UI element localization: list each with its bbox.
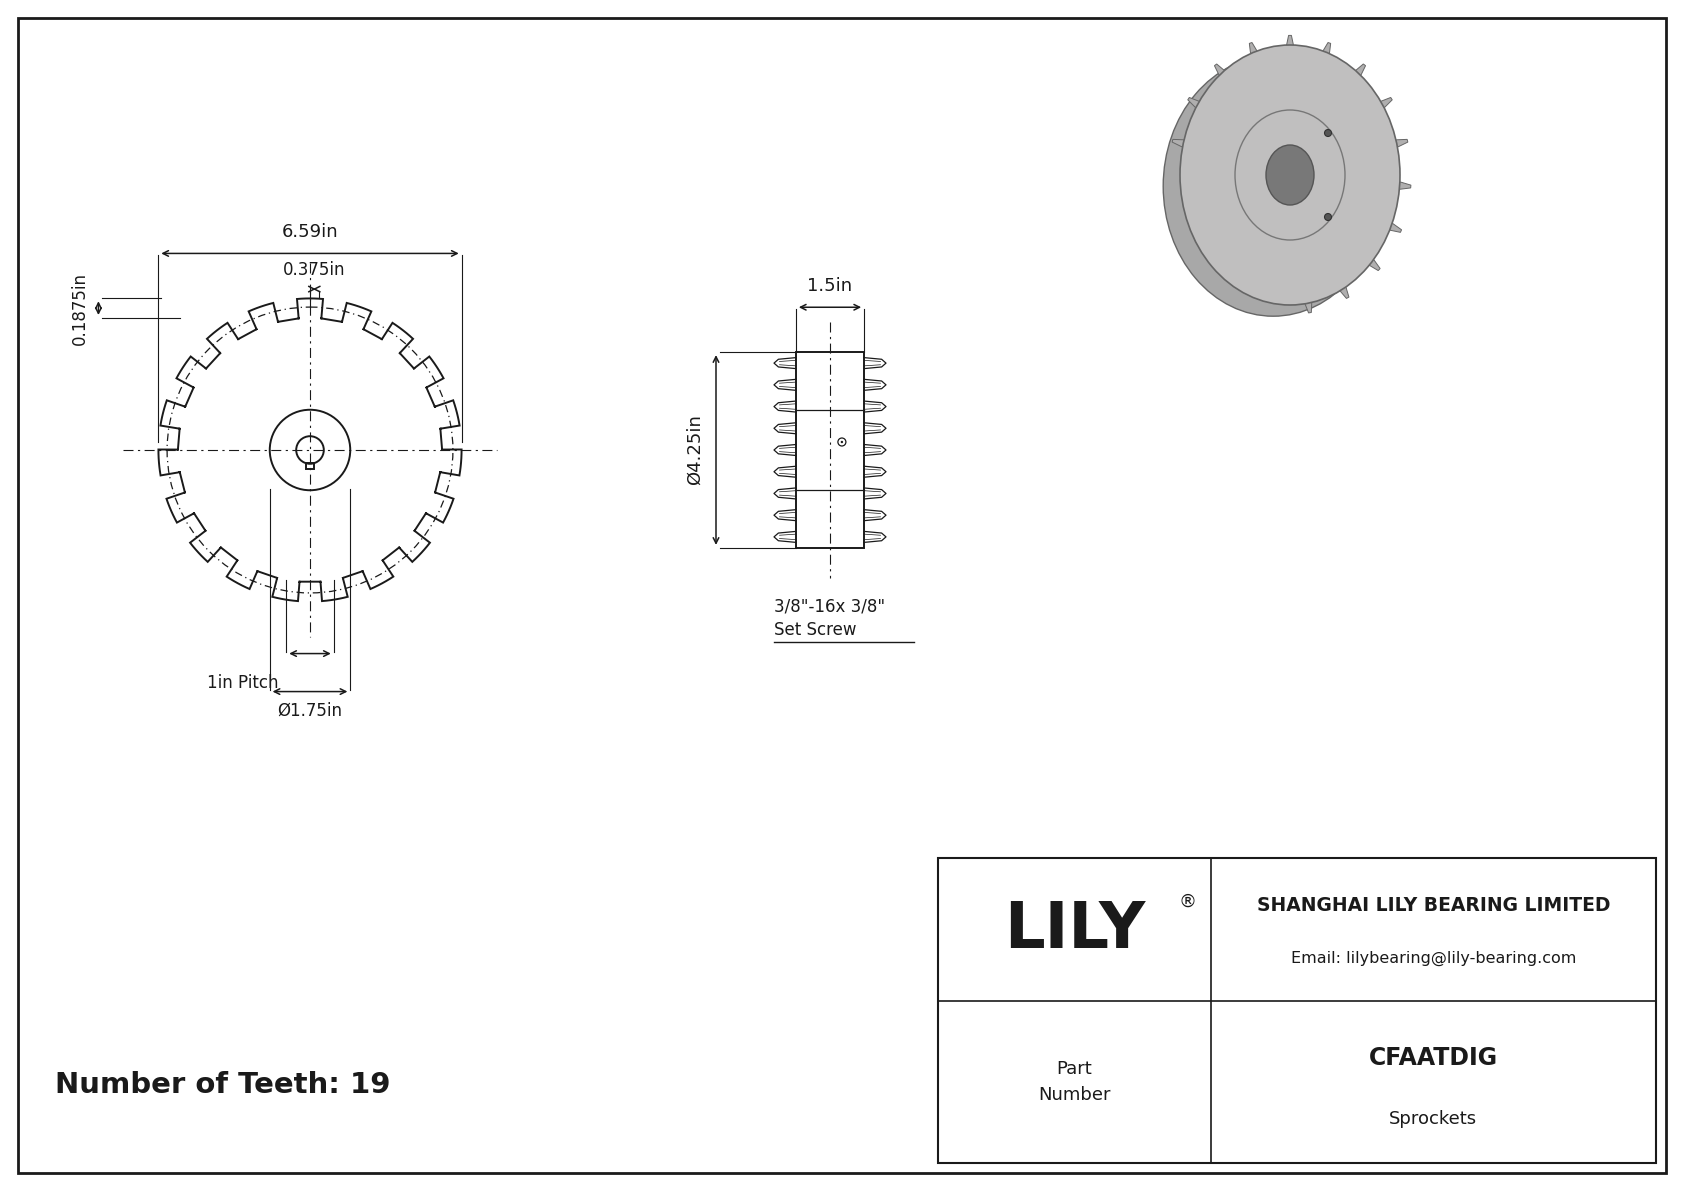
Polygon shape xyxy=(1287,36,1295,56)
Ellipse shape xyxy=(1234,110,1346,241)
Text: Ø1.75in: Ø1.75in xyxy=(278,701,342,719)
Circle shape xyxy=(1325,130,1332,137)
Polygon shape xyxy=(1388,139,1408,150)
Text: Part
Number: Part Number xyxy=(1037,1060,1111,1104)
Text: Email: lilybearing@lily-bearing.com: Email: lilybearing@lily-bearing.com xyxy=(1290,950,1576,966)
Ellipse shape xyxy=(1266,145,1314,205)
Bar xyxy=(306,463,313,469)
Text: Ø4.25in: Ø4.25in xyxy=(685,414,704,486)
Polygon shape xyxy=(1381,219,1401,232)
Text: LILY: LILY xyxy=(1004,899,1145,961)
Ellipse shape xyxy=(1164,56,1383,316)
Text: ®: ® xyxy=(1179,893,1196,911)
Polygon shape xyxy=(1362,252,1381,270)
Text: 0.1875in: 0.1875in xyxy=(71,272,89,344)
Text: 6.59in: 6.59in xyxy=(281,224,338,242)
Bar xyxy=(938,858,1655,1162)
Text: 0.375in: 0.375in xyxy=(283,261,345,279)
Text: 1.5in: 1.5in xyxy=(807,278,852,295)
Circle shape xyxy=(1325,213,1332,220)
Text: Number of Teeth: 19: Number of Teeth: 19 xyxy=(56,1071,391,1099)
Polygon shape xyxy=(1349,64,1366,83)
Text: 1in Pitch: 1in Pitch xyxy=(207,674,278,692)
Circle shape xyxy=(840,441,844,443)
Polygon shape xyxy=(1319,43,1330,63)
Text: Sprockets: Sprockets xyxy=(1389,1110,1477,1128)
Polygon shape xyxy=(1172,139,1192,150)
Ellipse shape xyxy=(1180,45,1399,305)
Polygon shape xyxy=(1302,292,1312,313)
Polygon shape xyxy=(1250,43,1261,63)
Polygon shape xyxy=(1391,181,1411,189)
Polygon shape xyxy=(1334,279,1349,299)
Text: CFAATDIG: CFAATDIG xyxy=(1369,1046,1499,1070)
Polygon shape xyxy=(1214,64,1231,83)
Text: SHANGHAI LILY BEARING LIMITED: SHANGHAI LILY BEARING LIMITED xyxy=(1256,896,1610,915)
Text: 3/8"-16x 3/8"
Set Screw: 3/8"-16x 3/8" Set Screw xyxy=(775,598,886,640)
Polygon shape xyxy=(1187,98,1207,113)
Polygon shape xyxy=(1372,98,1393,113)
Bar xyxy=(797,353,864,548)
